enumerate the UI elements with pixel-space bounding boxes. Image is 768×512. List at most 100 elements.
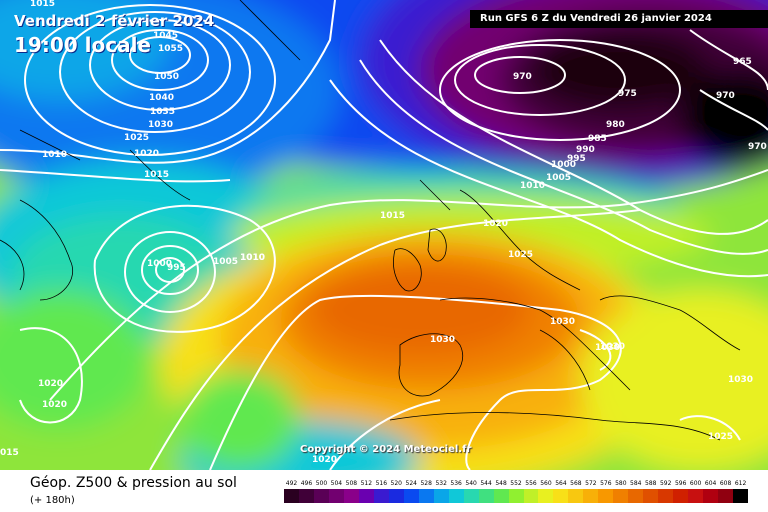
isobar-label: 990 bbox=[576, 145, 595, 155]
legend-swatch bbox=[538, 489, 554, 503]
footer: Géop. Z500 & pression au sol (+ 180h) 49… bbox=[0, 470, 768, 512]
legend-tick-label: 592 bbox=[659, 480, 672, 487]
legend-tick-label: 604 bbox=[704, 480, 717, 487]
legend-tick-label: 564 bbox=[555, 480, 567, 487]
legend-bar bbox=[284, 489, 749, 503]
isobar-label: 1000 bbox=[551, 160, 576, 170]
product-title: Géop. Z500 & pression au sol bbox=[30, 475, 237, 491]
legend-swatch bbox=[718, 489, 734, 503]
legend-swatch bbox=[493, 489, 509, 503]
legend-swatch bbox=[463, 489, 479, 503]
forecast-local-time: 19:00 locale bbox=[14, 33, 151, 57]
legend-swatch bbox=[343, 489, 359, 503]
copyright: Copyright © 2024 Meteociel.fr bbox=[300, 444, 472, 455]
legend-ticks: 492 496 500 504 508 512 516 520 524 528 532 536 540 5… bbox=[284, 479, 748, 489]
legend-tick-label: 544 bbox=[480, 480, 492, 487]
legend-swatch bbox=[628, 489, 644, 503]
legend-swatch bbox=[508, 489, 524, 503]
isobar-label: 1040 bbox=[149, 93, 174, 103]
isobar-label: 1015 bbox=[380, 211, 405, 221]
isobar-label: 1000 bbox=[147, 259, 172, 269]
isobar-label: 1020 bbox=[483, 219, 508, 229]
legend-tick-label: 572 bbox=[585, 480, 597, 487]
isobar-label: 1030 bbox=[148, 120, 173, 130]
coastlines bbox=[0, 0, 741, 441]
isobar-label: 995 bbox=[167, 263, 186, 273]
legend-tick-label: 532 bbox=[435, 480, 447, 487]
isobar-label: 980 bbox=[606, 120, 625, 130]
legend-tick-label: 540 bbox=[465, 480, 477, 487]
isobar-label: 1005 bbox=[213, 257, 238, 267]
isobar-label: 965 bbox=[733, 57, 752, 67]
isobar-label: 985 bbox=[588, 134, 607, 144]
color-legend: 492 496 500 504 508 512 516 520 524 528 532 536 540 5… bbox=[284, 479, 749, 503]
run-info: Run GFS 6 Z du Vendredi 26 janvier 2024 bbox=[470, 10, 768, 28]
legend-tick-label: 552 bbox=[510, 480, 522, 487]
isobar-label: 1020 bbox=[134, 149, 159, 159]
legend-tick-label: 568 bbox=[570, 480, 582, 487]
legend-swatch bbox=[613, 489, 629, 503]
legend-swatch bbox=[523, 489, 539, 503]
legend-swatch bbox=[703, 489, 719, 503]
weather-map: 1015 1045 1055 1050 1040 1035 1030 1025 1020 1015… bbox=[0, 0, 768, 470]
legend-tick-label: 508 bbox=[345, 480, 358, 487]
isobar-label: 1035 bbox=[150, 107, 175, 117]
legend-swatch bbox=[403, 489, 419, 503]
legend-tick-label: 512 bbox=[360, 480, 373, 487]
isobar-label: 1030 bbox=[595, 343, 620, 353]
isobar-label: 1010 bbox=[240, 253, 265, 263]
legend-swatch bbox=[733, 489, 749, 503]
legend-swatch bbox=[688, 489, 704, 503]
legend-tick-label: 496 bbox=[300, 480, 313, 487]
isobar-label: 1015 bbox=[30, 0, 55, 9]
legend-swatch bbox=[658, 489, 674, 503]
legend-tick-label: 608 bbox=[719, 480, 732, 487]
isobar-label: 1050 bbox=[154, 72, 179, 82]
legend-swatch bbox=[373, 489, 389, 503]
legend-swatch bbox=[388, 489, 404, 503]
legend-tick-label: 524 bbox=[405, 480, 417, 487]
legend-tick-label: 576 bbox=[600, 480, 612, 487]
isobar-label: 015 bbox=[0, 448, 19, 458]
legend-tick-label: 548 bbox=[495, 480, 507, 487]
isobar-label: 1020 bbox=[38, 379, 63, 389]
isobar-label: 1030 bbox=[550, 317, 575, 327]
legend-tick-label: 536 bbox=[450, 480, 462, 487]
legend-swatch bbox=[673, 489, 689, 503]
legend-tick-label: 528 bbox=[420, 480, 432, 487]
isobar-label: 1010 bbox=[520, 181, 545, 191]
legend-swatch bbox=[553, 489, 569, 503]
legend-tick-label: 500 bbox=[315, 480, 328, 487]
legend-swatch bbox=[448, 489, 464, 503]
isobar-label: 1045 bbox=[153, 31, 178, 41]
legend-tick-label: 504 bbox=[330, 480, 343, 487]
isobar-label: 970 bbox=[513, 72, 532, 82]
legend-swatch bbox=[478, 489, 494, 503]
isobar-label: 1020 bbox=[312, 455, 337, 465]
isobar-label: 1020 bbox=[42, 400, 67, 410]
pressure-labels: 1015 1045 1055 1050 1040 1035 1030 1025 1020 1015… bbox=[0, 0, 767, 465]
legend-tick-label: 612 bbox=[734, 480, 747, 487]
forecast-date: Vendredi 2 février 2024 bbox=[14, 12, 215, 30]
isobar-label: 1025 bbox=[508, 250, 533, 260]
legend-swatch bbox=[583, 489, 599, 503]
legend-swatch bbox=[328, 489, 344, 503]
isobar-label: 1055 bbox=[158, 44, 183, 54]
legend-tick-label: 492 bbox=[285, 480, 298, 487]
legend-tick-label: 580 bbox=[615, 480, 627, 487]
legend-swatch bbox=[568, 489, 584, 503]
isobar-label: 1030 bbox=[430, 335, 455, 345]
legend-swatch bbox=[418, 489, 434, 503]
isobar-label: 1005 bbox=[546, 173, 571, 183]
legend-swatch bbox=[358, 489, 374, 503]
legend-tick-label: 560 bbox=[540, 480, 552, 487]
legend-tick-label: 588 bbox=[645, 480, 657, 487]
legend-swatch bbox=[313, 489, 329, 503]
legend-swatch bbox=[433, 489, 449, 503]
isobar-label: 970 bbox=[716, 91, 735, 101]
legend-swatch bbox=[643, 489, 659, 503]
isobar-label: 975 bbox=[618, 89, 637, 99]
lead-time: (+ 180h) bbox=[30, 495, 75, 506]
legend-swatch bbox=[284, 489, 299, 503]
legend-swatch bbox=[298, 489, 314, 503]
